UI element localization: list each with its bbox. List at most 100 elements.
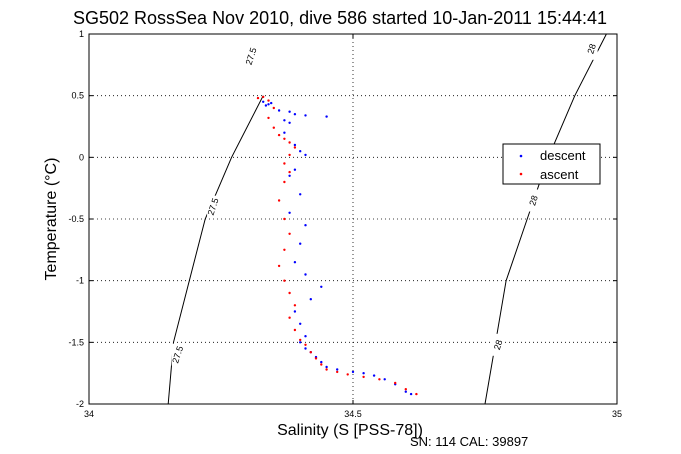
x-axis-ticks: 34 34.5 35	[84, 34, 622, 419]
contour-label-background	[207, 195, 220, 218]
data-points	[256, 95, 418, 396]
ascent-point	[314, 357, 318, 360]
legend-marker-ascent	[519, 172, 523, 176]
x-tick-label: 34	[84, 409, 94, 419]
ascent-point	[288, 141, 291, 144]
ascent-point	[293, 146, 297, 149]
x-tick-label: 34.5	[344, 409, 362, 419]
descent-point	[383, 378, 386, 381]
contour-label-background	[492, 333, 505, 356]
descent-point	[283, 131, 286, 134]
descent-point	[320, 360, 323, 364]
descent-point	[288, 211, 291, 214]
ascent-point	[283, 137, 286, 140]
descent-point	[325, 365, 328, 369]
descent-point	[264, 104, 268, 107]
descent-point	[277, 109, 281, 112]
legend-marker-descent	[519, 154, 523, 158]
ascent-point	[293, 304, 297, 307]
descent-point	[299, 193, 302, 196]
serial-calibration-note: SN: 114 CAL: 39897	[410, 434, 528, 449]
descent-point	[304, 114, 307, 117]
ascent-point	[283, 180, 286, 184]
ascent-point	[262, 95, 265, 99]
y-tick-label: -1.5	[68, 337, 84, 347]
descent-point	[293, 143, 297, 147]
descent-point	[325, 115, 328, 118]
contour-label: 28	[527, 194, 540, 207]
ascent-point	[277, 264, 281, 268]
descent-point	[267, 103, 270, 106]
descent-point	[304, 153, 307, 157]
ascent-point	[288, 153, 291, 157]
chart-title: SG502 RossSea Nov 2010, dive 586 started…	[73, 8, 607, 28]
ascent-point	[320, 363, 323, 366]
ascent-point	[277, 133, 281, 137]
y-tick-label: -1	[76, 276, 84, 286]
legend-box	[502, 143, 601, 185]
ascent-point	[288, 232, 291, 235]
ascent-point	[336, 370, 339, 374]
contour-label: 28	[492, 338, 505, 351]
descent-point	[372, 374, 376, 377]
x-axis-label: Salinity (S [PSS-78])	[277, 422, 423, 439]
descent-point	[304, 273, 307, 276]
ascent-point	[277, 199, 281, 202]
ascent-point	[394, 381, 397, 385]
ascent-point	[283, 248, 286, 251]
legend-label-ascent: ascent	[540, 167, 579, 182]
descent-point	[262, 100, 265, 104]
ascent-point	[293, 328, 297, 332]
ascent-point	[362, 375, 365, 379]
ascent-point	[288, 291, 291, 295]
descent-point	[351, 370, 355, 374]
descent-point	[299, 242, 302, 245]
descent-point	[270, 101, 273, 105]
descent-point	[299, 150, 302, 153]
ascent-point	[267, 116, 270, 120]
grid-lines	[89, 34, 617, 404]
descent-point	[293, 310, 297, 313]
ascent-point	[288, 170, 291, 174]
contour-label-background	[245, 45, 258, 68]
ascent-point	[404, 388, 407, 391]
descent-point	[299, 322, 302, 325]
ascent-point	[272, 126, 275, 129]
descent-point	[299, 341, 302, 344]
contour-label-background	[585, 37, 598, 60]
contour-label: 28	[585, 42, 598, 55]
descent-point	[293, 168, 297, 171]
ascent-point	[283, 279, 286, 282]
ascent-point	[288, 316, 291, 319]
y-tick-label: 1	[79, 29, 84, 39]
descent-point	[320, 285, 323, 288]
descent-point	[404, 390, 407, 393]
descent-point	[309, 298, 312, 301]
y-tick-label: 0.5	[71, 91, 84, 101]
y-tick-label: -2	[76, 399, 84, 409]
contour-label-background	[527, 189, 540, 212]
descent-point	[288, 121, 291, 125]
descent-point	[304, 224, 307, 227]
descent-point	[288, 174, 291, 177]
legend: descent ascent	[502, 143, 601, 185]
descent-point	[283, 119, 286, 122]
ascent-point	[309, 351, 312, 354]
descent-point	[293, 113, 297, 116]
descent-point	[304, 335, 307, 338]
ascent-point	[346, 373, 349, 376]
ascent-point	[256, 96, 260, 100]
descent-point	[409, 392, 413, 396]
ascent-point	[283, 217, 286, 221]
ascent-point	[299, 338, 302, 342]
ascent-point	[267, 99, 270, 102]
y-tick-label: 0	[79, 152, 84, 162]
descent-point	[293, 261, 297, 264]
x-tick-label: 35	[612, 409, 622, 419]
ascent-point	[378, 378, 381, 381]
descent-point	[362, 372, 365, 375]
y-tick-label: -0.5	[68, 214, 84, 224]
ascent-point	[283, 162, 286, 165]
